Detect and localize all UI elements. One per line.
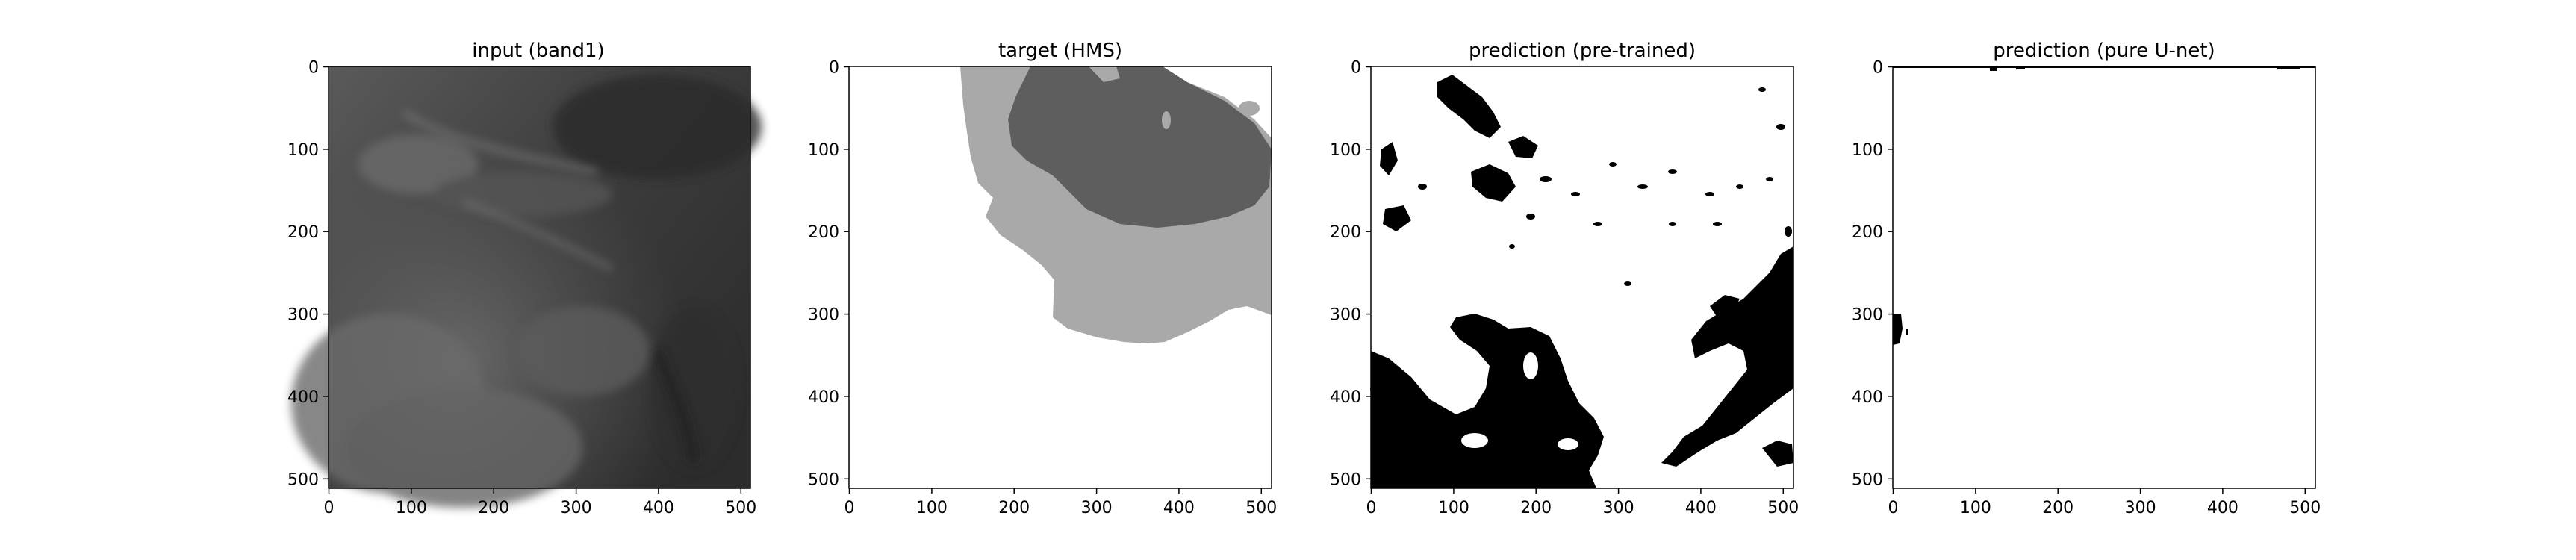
x-tick-label: 400 <box>2207 499 2239 517</box>
y-tick-label: 200 <box>808 223 839 242</box>
y-axis: 0 100 200 300 400 500 <box>808 59 849 489</box>
y-axis: 0 100 200 300 400 500 <box>1852 59 1893 489</box>
x-tick-label: 0 <box>1366 499 1377 517</box>
y-tick-label: 300 <box>1330 306 1361 325</box>
y-tick-label: 0 <box>829 59 839 78</box>
y-tick-label: 200 <box>1330 223 1361 242</box>
x-tick-label: 200 <box>2042 499 2073 517</box>
x-tick-label: 100 <box>916 499 948 517</box>
x-tick-label: 100 <box>396 499 427 517</box>
panel-title: prediction (pre-trained) <box>1469 40 1696 62</box>
x-tick-label: 0 <box>844 499 855 517</box>
panel-title: target (HMS) <box>998 40 1122 62</box>
y-tick-label: 300 <box>287 306 319 325</box>
x-tick-label: 300 <box>561 499 592 517</box>
y-tick-label: 100 <box>808 141 839 160</box>
x-tick-label: 300 <box>1081 499 1113 517</box>
y-tick-label: 0 <box>1351 59 1361 78</box>
y-tick-label: 400 <box>287 388 319 407</box>
x-axis: 0 100 200 300 400 500 <box>844 488 1277 517</box>
y-tick-label: 400 <box>1330 388 1361 407</box>
y-tick-label: 300 <box>1852 306 1883 325</box>
x-tick-label: 0 <box>324 499 335 517</box>
panel-prediction-pure-unet: prediction (pure U-net) 0 <box>1852 40 2321 517</box>
mask-region-black <box>1371 314 1604 488</box>
y-tick-label: 200 <box>287 223 319 242</box>
y-axis: 0 100 200 300 400 500 <box>287 59 329 489</box>
y-tick-label: 400 <box>1852 388 1883 407</box>
x-tick-label: 0 <box>1888 499 1899 517</box>
panel-title: prediction (pure U-net) <box>1993 40 2215 62</box>
y-tick-label: 0 <box>308 59 319 78</box>
y-tick-label: 300 <box>808 306 839 325</box>
panel-prediction-pretrained: prediction (pre-trained) <box>1330 40 1799 517</box>
panel-title: input (band1) <box>472 40 604 62</box>
x-tick-label: 100 <box>1438 499 1469 517</box>
y-tick-label: 400 <box>808 388 839 407</box>
mask-region-dark <box>1008 66 1272 228</box>
x-axis: 0 100 200 300 400 500 <box>324 488 756 517</box>
x-tick-label: 300 <box>1603 499 1634 517</box>
image-prediction-pretrained-mask <box>1370 66 1794 489</box>
x-tick-label: 200 <box>1520 499 1552 517</box>
panel-target-hms: target (HMS) 0 100 200 <box>808 40 1277 517</box>
x-tick-label: 400 <box>643 499 674 517</box>
x-tick-label: 200 <box>478 499 509 517</box>
x-tick-label: 100 <box>1960 499 1991 517</box>
x-tick-label: 300 <box>2125 499 2156 517</box>
x-tick-label: 200 <box>998 499 1030 517</box>
y-tick-label: 100 <box>287 141 319 160</box>
image-satellite-input <box>291 66 762 508</box>
y-tick-label: 100 <box>1330 141 1361 160</box>
y-tick-label: 0 <box>1873 59 1883 78</box>
x-axis: 0 100 200 300 400 500 <box>1366 488 1799 517</box>
y-axis: 0 100 200 300 400 500 <box>1330 59 1371 489</box>
y-tick-label: 500 <box>287 470 319 489</box>
x-tick-label: 400 <box>1163 499 1195 517</box>
panel-input-band1: input (band1) <box>287 40 762 517</box>
image-prediction-unet-mask <box>1892 66 2316 489</box>
x-tick-label: 500 <box>1245 499 1277 517</box>
y-tick-label: 500 <box>808 470 839 489</box>
image-target-mask <box>848 66 1272 489</box>
y-tick-label: 200 <box>1852 223 1883 242</box>
x-axis: 0 100 200 300 400 500 <box>1888 488 2321 517</box>
x-tick-label: 400 <box>1685 499 1717 517</box>
y-tick-label: 100 <box>1852 141 1883 160</box>
x-tick-label: 500 <box>725 499 756 517</box>
y-tick-label: 500 <box>1852 470 1883 489</box>
x-tick-label: 500 <box>2289 499 2321 517</box>
x-tick-label: 500 <box>1767 499 1799 517</box>
y-tick-label: 500 <box>1330 470 1361 489</box>
